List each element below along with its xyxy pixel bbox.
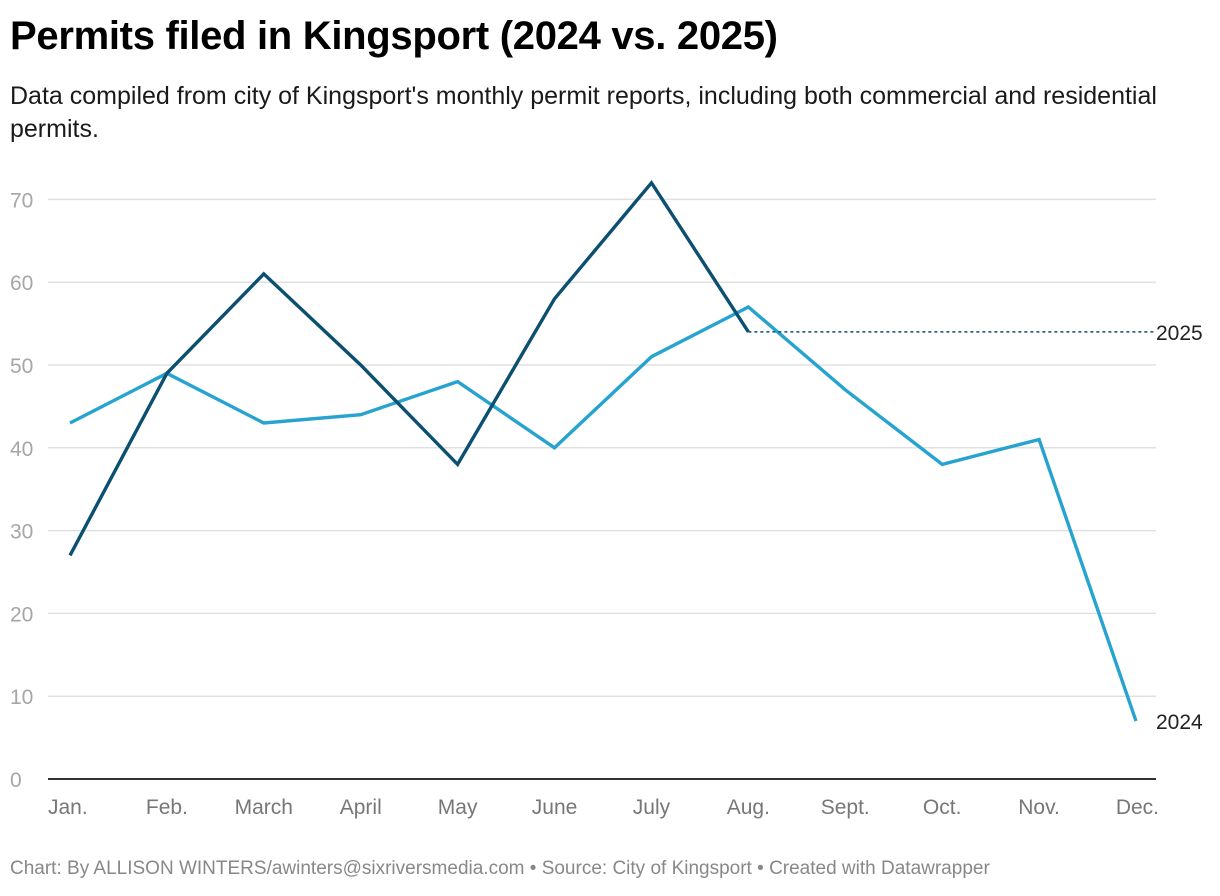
source-note: Source: City of Kingsport [541,858,752,879]
x-tick-label: April [340,796,382,819]
x-tick-label: Aug. [727,796,770,819]
x-tick-label: July [633,796,671,819]
x-tick-label: March [235,796,293,819]
y-tick-label: 50 [10,355,33,378]
y-tick-label: 10 [10,686,33,709]
y-tick-label: 20 [10,603,33,626]
created-with-note: Created with Datawrapper [769,858,990,879]
y-tick-label: 60 [10,272,33,295]
footer-separator: • [757,858,764,879]
y-tick-label: 70 [10,189,33,212]
y-tick-label: 30 [10,521,33,544]
chart-title: Permits filed in Kingsport (2024 vs. 202… [10,14,778,58]
x-tick-label: May [438,796,478,819]
series-lines [68,179,1156,722]
series-line-2024 [69,304,1138,722]
chart-credit: Chart: By ALLISON WINTERS/awinters@sixri… [10,858,525,879]
x-tick-label: Sept. [821,796,870,819]
series-label-2024: 2024 [1156,711,1203,734]
x-tick-label: Feb. [146,796,188,819]
x-tick-label: Nov. [1018,796,1060,819]
y-tick-label: 0 [10,769,22,792]
series-labels: 2024 2025 [1156,322,1203,734]
x-tick-label: June [532,796,578,819]
footer-separator: • [529,858,537,879]
x-tick-label: Dec. [1116,796,1159,819]
series-line-2025 [68,179,750,557]
y-tick-label: 40 [10,438,33,461]
chart-footer: Chart: By ALLISON WINTERS/awinters@sixri… [10,858,990,880]
chart-subtitle: Data compiled from city of Kingsport's m… [10,82,1157,143]
x-axis-ticks: Jan. Feb. March April May June July Aug. Sept. Oc… [48,796,1159,819]
y-axis-ticks: 0 10 20 30 40 50 60 70 [10,189,33,792]
gridlines [48,198,1156,780]
x-tick-label: Oct. [923,796,962,819]
x-tick-label: Jan. [48,796,88,819]
series-label-2025: 2025 [1156,322,1203,345]
